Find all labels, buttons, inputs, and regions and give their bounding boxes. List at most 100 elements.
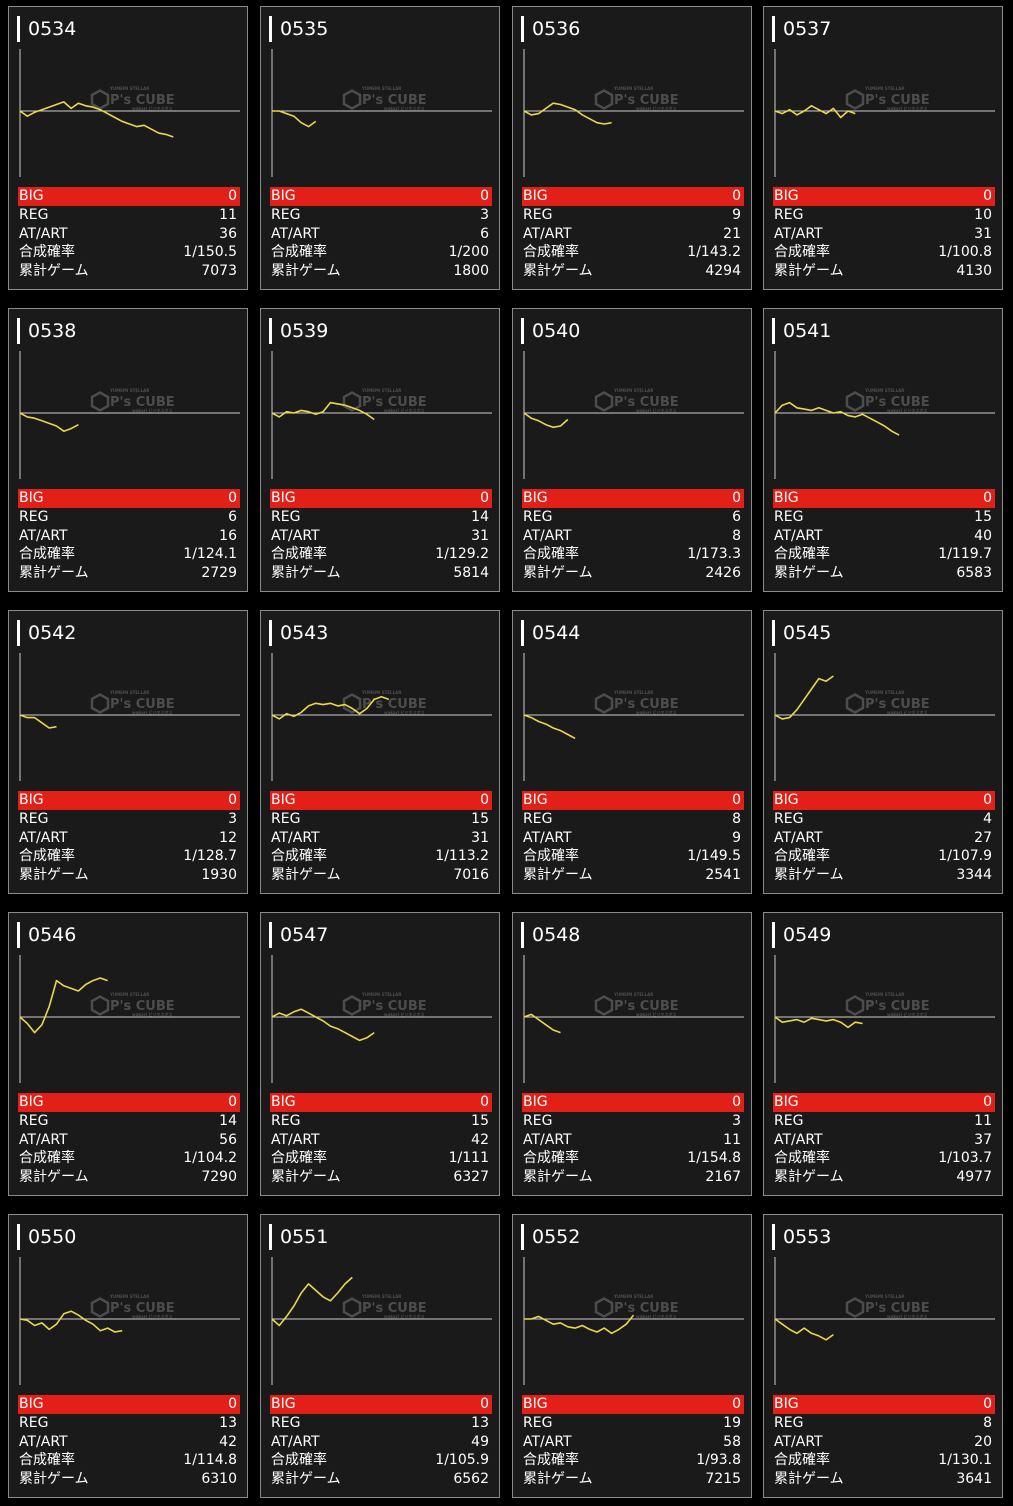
machine-number[interactable]: 0541: [783, 320, 832, 342]
games-value: 3344: [956, 866, 992, 883]
machine-card[interactable]: 0539 YUMEMI STELLAR P's CUBE wakari ビジネス…: [260, 308, 500, 592]
machine-card[interactable]: 0548 YUMEMI STELLAR P's CUBE wakari ビジネス…: [512, 912, 752, 1196]
machine-number[interactable]: 0548: [532, 924, 581, 946]
machine-number[interactable]: 0535: [280, 18, 329, 40]
machine-card[interactable]: 0538 YUMEMI STELLAR P's CUBE wakari ビジネス…: [8, 308, 248, 592]
stats-table: BIG 0 REG 6 AT/ART 16 合成確率 1/124.1 累計ゲーム…: [18, 489, 240, 582]
machine-card[interactable]: 0552 YUMEMI STELLAR P's CUBE wakari ビジネス…: [512, 1214, 752, 1498]
reg-value: 11: [974, 1113, 992, 1129]
machine-number[interactable]: 0543: [280, 622, 329, 644]
machine-number[interactable]: 0542: [28, 622, 77, 644]
prob-value: 1/124.1: [183, 546, 237, 562]
machine-number[interactable]: 0538: [28, 320, 77, 342]
reg-row: REG 3: [18, 810, 240, 829]
machine-number[interactable]: 0549: [783, 924, 832, 946]
machine-card[interactable]: 0534 YUMEMI STELLAR P's CUBE wakari ビジネス…: [8, 6, 248, 290]
at-label: AT/ART: [523, 1433, 572, 1450]
title-marker: [17, 1224, 20, 1250]
machine-number[interactable]: 0551: [280, 1226, 329, 1248]
big-label: BIG: [774, 188, 799, 204]
prob-value: 1/200: [448, 244, 489, 260]
machine-number[interactable]: 0546: [28, 924, 77, 946]
machine-card[interactable]: 0545 YUMEMI STELLAR P's CUBE wakari ビジネス…: [763, 610, 1003, 894]
reg-label: REG: [774, 1113, 804, 1129]
slump-graph: YUMEMI STELLAR P's CUBE wakari ビジネスボス: [523, 653, 744, 781]
machine-card[interactable]: 0537 YUMEMI STELLAR P's CUBE wakari ビジネス…: [763, 6, 1003, 290]
title-marker: [269, 1224, 272, 1250]
at-row: AT/ART 20: [773, 1433, 995, 1452]
prob-row: 合成確率 1/129.2: [270, 545, 492, 564]
big-value: 0: [228, 188, 237, 204]
reg-row: REG 15: [270, 810, 492, 829]
games-value: 7016: [453, 866, 489, 883]
big-value: 0: [480, 1396, 489, 1412]
reg-row: REG 14: [18, 1112, 240, 1131]
watermark-bottom: wakari ビジネスボス: [887, 1313, 928, 1319]
games-value: 6327: [453, 1168, 489, 1185]
games-row: 累計ゲーム 4977: [773, 1168, 995, 1187]
slump-line: [774, 675, 834, 720]
games-value: 4294: [705, 262, 741, 279]
watermark-top: YUMEMI STELLAR: [109, 1294, 149, 1299]
machine-title: 0552: [521, 1223, 580, 1251]
slump-graph: YUMEMI STELLAR P's CUBE wakari ビジネスボス: [19, 351, 240, 479]
watermark-brand: P's CUBE: [614, 1301, 679, 1316]
machine-card[interactable]: 0543 YUMEMI STELLAR P's CUBE wakari ビジネス…: [260, 610, 500, 894]
prob-value: 1/143.2: [687, 244, 741, 260]
machine-card[interactable]: 0550 YUMEMI STELLAR P's CUBE wakari ビジネス…: [8, 1214, 248, 1498]
slump-line: [272, 110, 317, 128]
machine-number[interactable]: 0536: [532, 18, 581, 40]
reg-label: REG: [271, 509, 301, 525]
cube-logo-icon: [594, 89, 614, 110]
reg-label: REG: [271, 1113, 301, 1129]
at-row: AT/ART 37: [773, 1131, 995, 1150]
reg-value: 13: [219, 1415, 237, 1431]
machine-card[interactable]: 0541 YUMEMI STELLAR P's CUBE wakari ビジネス…: [763, 308, 1003, 592]
machine-card[interactable]: 0546 YUMEMI STELLAR P's CUBE wakari ビジネス…: [8, 912, 248, 1196]
games-row: 累計ゲーム 5814: [270, 564, 492, 583]
machine-card[interactable]: 0553 YUMEMI STELLAR P's CUBE wakari ビジネス…: [763, 1214, 1003, 1498]
machine-number[interactable]: 0537: [783, 18, 832, 40]
machine-title: 0549: [772, 921, 831, 949]
slump-graph: YUMEMI STELLAR P's CUBE wakari ビジネスボス: [523, 49, 744, 177]
machine-card[interactable]: 0551 YUMEMI STELLAR P's CUBE wakari ビジネス…: [260, 1214, 500, 1498]
at-row: AT/ART 31: [270, 527, 492, 546]
machine-number[interactable]: 0539: [280, 320, 329, 342]
machine-card[interactable]: 0536 YUMEMI STELLAR P's CUBE wakari ビジネス…: [512, 6, 752, 290]
games-label: 累計ゲーム: [774, 564, 844, 581]
prob-row: 合成確率 1/173.3: [522, 545, 744, 564]
prob-value: 1/93.8: [696, 1452, 741, 1468]
machine-number[interactable]: 0547: [280, 924, 329, 946]
games-label: 累計ゲーム: [523, 262, 593, 279]
slump-line: [19, 1310, 123, 1333]
games-label: 累計ゲーム: [774, 262, 844, 279]
machine-number[interactable]: 0550: [28, 1226, 77, 1248]
machine-number[interactable]: 0534: [28, 18, 77, 40]
machine-number[interactable]: 0552: [532, 1226, 581, 1248]
at-row: AT/ART 6: [270, 225, 492, 244]
watermark-logo: YUMEMI STELLAR P's CUBE wakari ビジネスボス: [342, 86, 427, 111]
machine-card[interactable]: 0535 YUMEMI STELLAR P's CUBE wakari ビジネス…: [260, 6, 500, 290]
slump-line: [774, 1318, 834, 1341]
watermark-logo: YUMEMI STELLAR P's CUBE wakari ビジネスボス: [90, 690, 175, 715]
watermark-top: YUMEMI STELLAR: [613, 690, 653, 695]
games-row: 累計ゲーム 7073: [18, 262, 240, 281]
prob-label: 合成確率: [19, 1452, 75, 1468]
machine-number[interactable]: 0540: [532, 320, 581, 342]
machine-card[interactable]: 0542 YUMEMI STELLAR P's CUBE wakari ビジネス…: [8, 610, 248, 894]
machine-card[interactable]: 0544 YUMEMI STELLAR P's CUBE wakari ビジネス…: [512, 610, 752, 894]
prob-row: 合成確率 1/114.8: [18, 1451, 240, 1470]
stats-table: BIG 0 REG 3 AT/ART 6 合成確率 1/200 累計ゲーム 18…: [270, 187, 492, 280]
watermark-brand: P's CUBE: [865, 999, 930, 1014]
machine-title: 0543: [269, 619, 328, 647]
watermark-logo: YUMEMI STELLAR P's CUBE wakari ビジネスボス: [594, 690, 679, 715]
machine-card[interactable]: 0549 YUMEMI STELLAR P's CUBE wakari ビジネス…: [763, 912, 1003, 1196]
machine-title: 0547: [269, 921, 328, 949]
prob-label: 合成確率: [271, 244, 327, 260]
machine-number[interactable]: 0545: [783, 622, 832, 644]
slump-line: [774, 1016, 863, 1029]
machine-number[interactable]: 0544: [532, 622, 581, 644]
machine-card[interactable]: 0547 YUMEMI STELLAR P's CUBE wakari ビジネス…: [260, 912, 500, 1196]
machine-number[interactable]: 0553: [783, 1226, 832, 1248]
machine-card[interactable]: 0540 YUMEMI STELLAR P's CUBE wakari ビジネス…: [512, 308, 752, 592]
